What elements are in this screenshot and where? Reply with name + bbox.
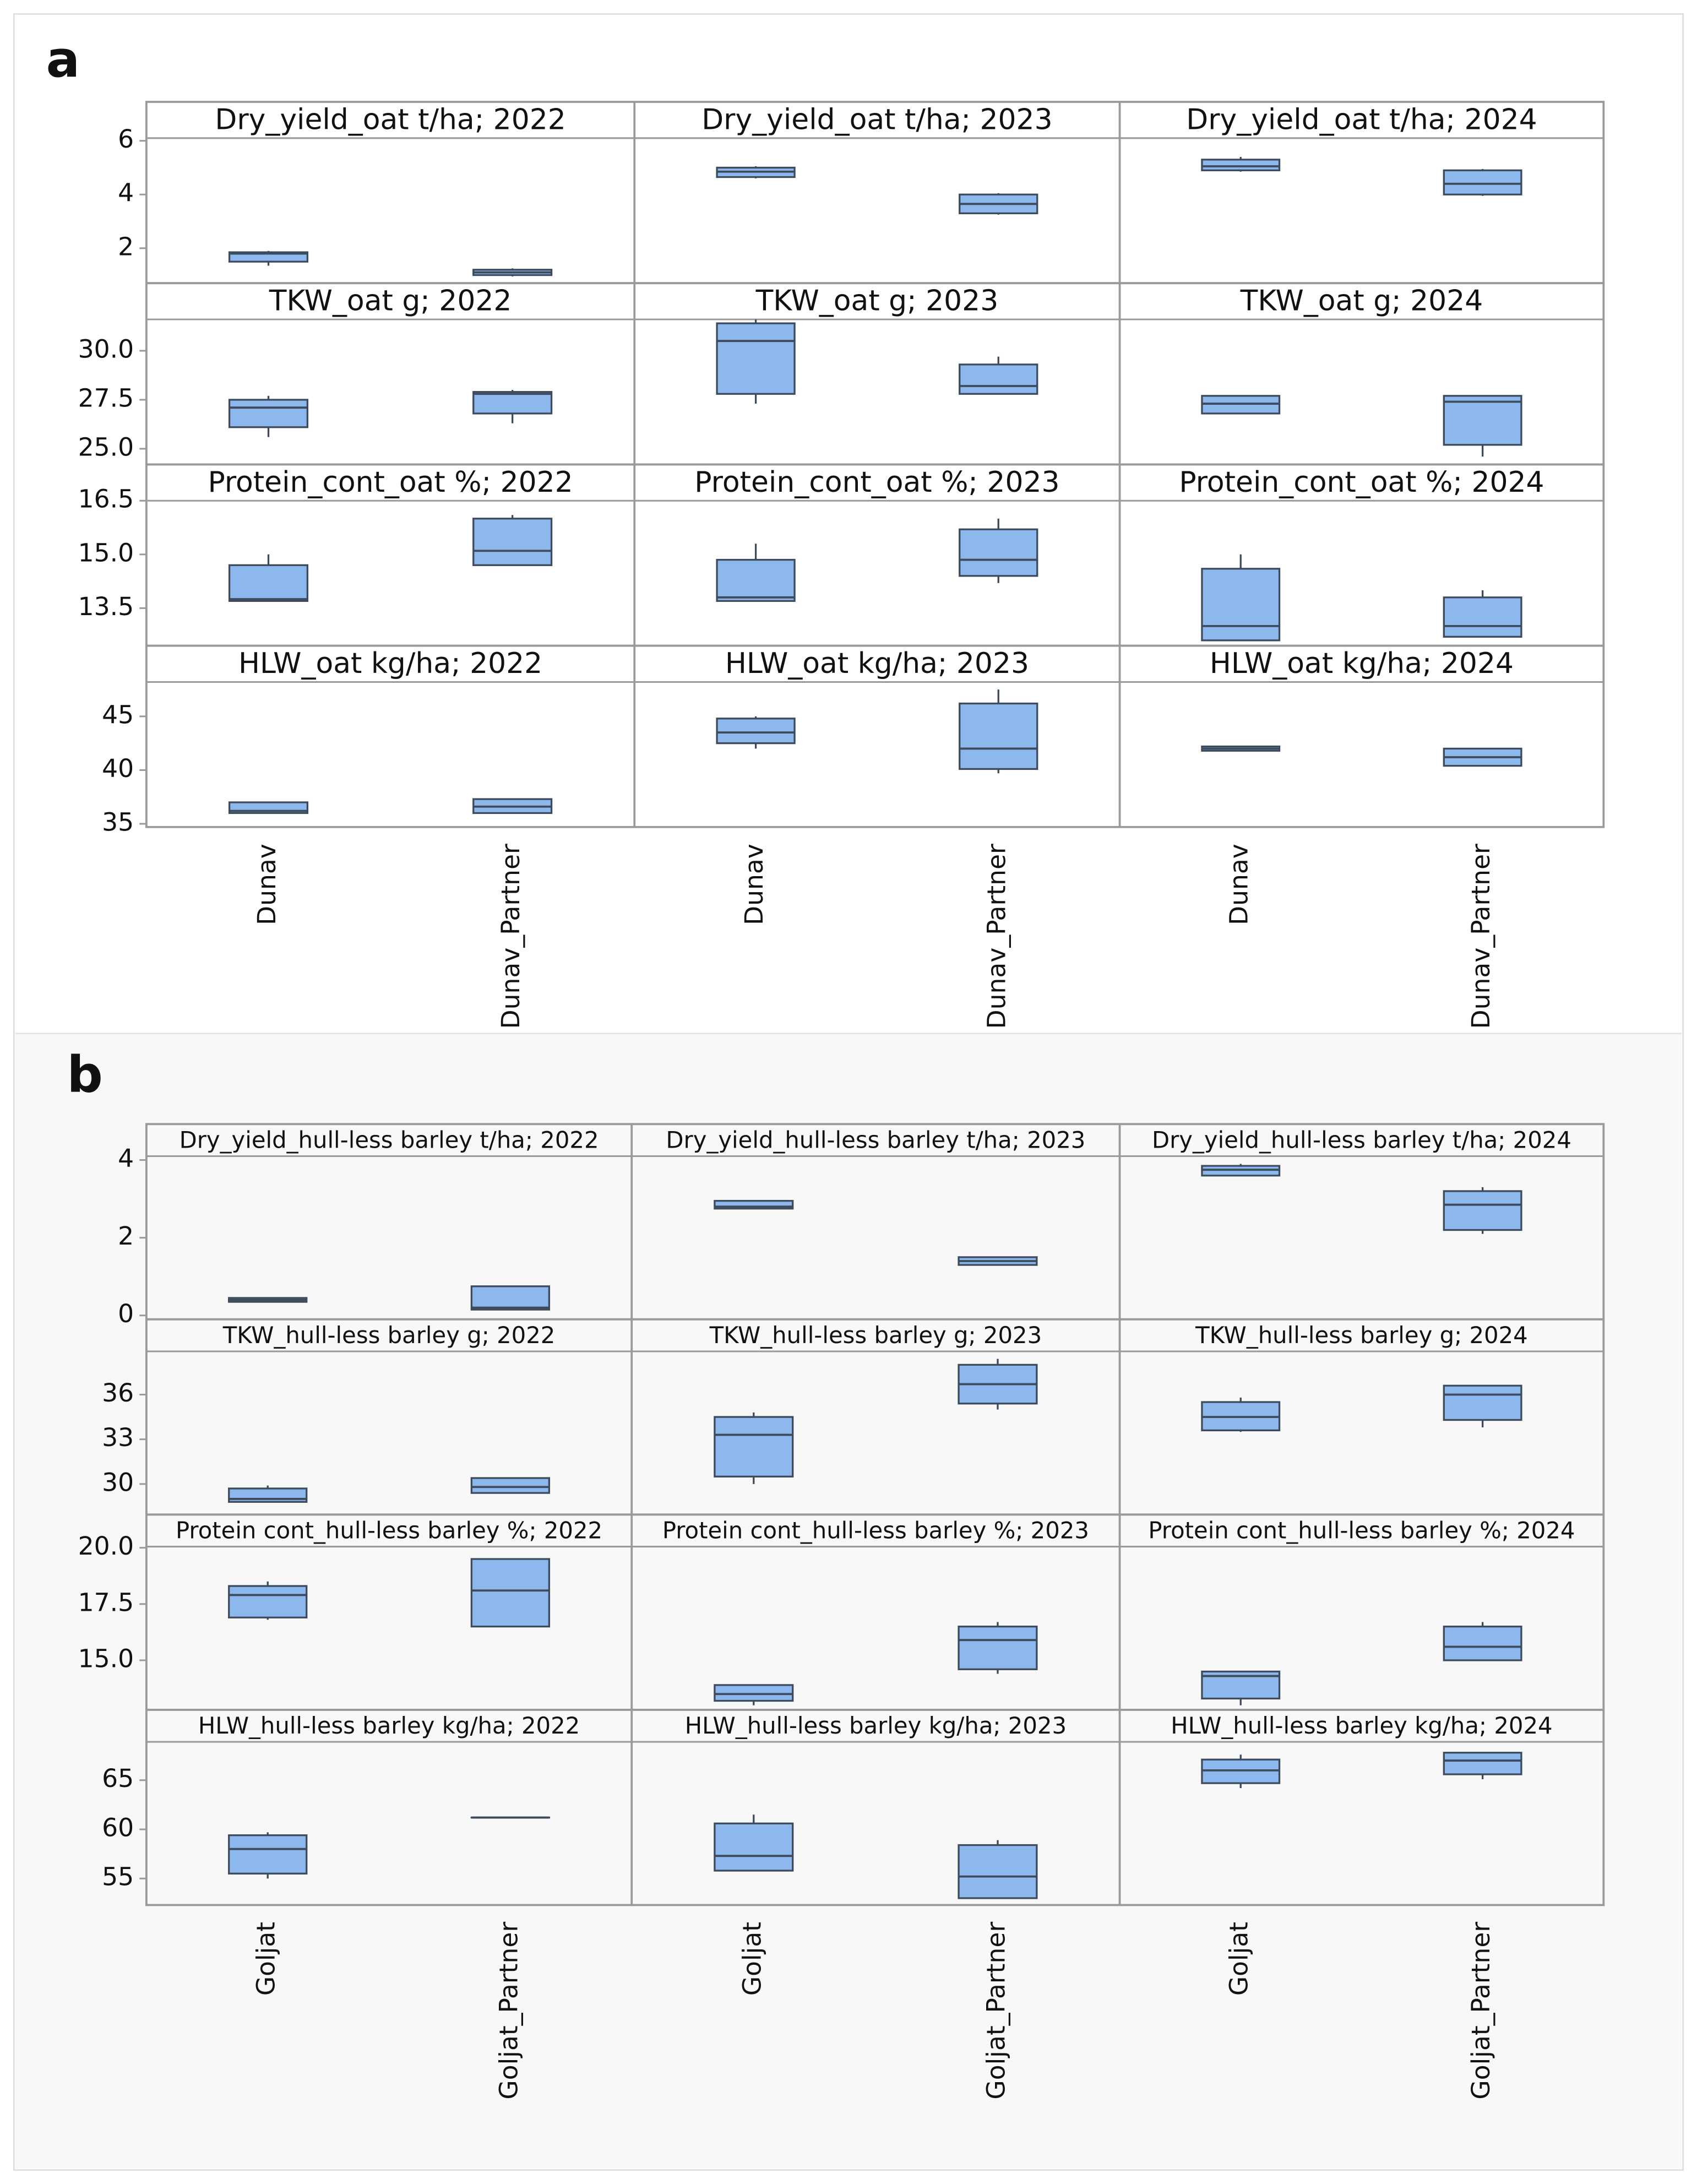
facet-title: HLW_oat kg/ha; 2023	[725, 647, 1029, 680]
facet-title: Dry_yield_oat t/ha; 2024	[1186, 103, 1537, 136]
box	[1201, 159, 1281, 171]
facet-title: Protein cont_hull-less barley %; 2023	[662, 1517, 1089, 1544]
x-tick-label: Goljat_Partner	[494, 1922, 523, 2100]
y-tick-label: 15.0	[78, 1644, 134, 1673]
x-tick-label: Goljat	[737, 1922, 766, 1996]
y-tick-label: 55	[102, 1862, 134, 1892]
x-tick-label: Dunav	[1225, 844, 1254, 925]
y-tick-label: 2	[118, 1221, 134, 1251]
x-tick-label: Dunav_Partner	[1466, 844, 1495, 1029]
y-tick-label: 6	[118, 124, 134, 154]
y-tick-label: 65	[102, 1764, 134, 1793]
facet-title: Protein_cont_oat %; 2024	[1179, 466, 1544, 499]
facet-title: TKW_hull-less barley g; 2024	[1195, 1322, 1528, 1349]
box	[1443, 1752, 1522, 1775]
facet-title: Dry_yield_oat t/ha; 2022	[215, 103, 565, 136]
x-tick-label: Dunav_Partner	[982, 844, 1011, 1029]
y-tick-label: 40	[102, 754, 134, 783]
box	[1443, 1384, 1522, 1421]
box	[714, 1684, 794, 1702]
y-tick-label: 25.0	[78, 432, 134, 461]
box	[472, 518, 553, 566]
box	[1443, 1626, 1522, 1661]
box	[470, 1558, 551, 1628]
box	[228, 399, 309, 428]
y-tick-label: 27.5	[78, 383, 134, 412]
facet-title: HLW_hull-less barley kg/ha; 2022	[198, 1712, 580, 1739]
box	[714, 1822, 794, 1872]
box	[958, 1844, 1038, 1899]
box	[958, 1626, 1038, 1670]
plot-frame	[145, 644, 1605, 828]
x-tick-label: Dunav_Partner	[496, 844, 525, 1029]
facet-title: Protein_cont_oat %; 2023	[694, 466, 1059, 499]
y-tick-label: 20.0	[78, 1531, 134, 1561]
y-tick-label: 60	[102, 1813, 134, 1842]
box	[470, 1477, 551, 1494]
facet-title: TKW_oat g; 2022	[269, 285, 512, 318]
facet-title: Protein_cont_oat %; 2022	[208, 466, 573, 499]
y-tick-label: 30.0	[78, 334, 134, 363]
y-tick-label: 16.5	[78, 485, 134, 514]
box	[1443, 596, 1522, 638]
y-tick-label: 35	[102, 807, 134, 836]
facet-title: TKW_oat g; 2024	[1240, 285, 1483, 318]
box	[1443, 169, 1522, 195]
box	[228, 564, 309, 602]
facet-title: Dry_yield_hull-less barley t/ha; 2022	[180, 1126, 599, 1153]
box	[228, 1834, 308, 1875]
y-tick-label: 2	[118, 232, 134, 261]
box	[470, 1285, 551, 1311]
box	[228, 1585, 308, 1618]
box	[1443, 395, 1522, 446]
plot-frame	[145, 1708, 1605, 1906]
facet-title: Protein cont_hull-less barley %; 2022	[176, 1517, 602, 1544]
x-tick-label: Goljat_Partner	[981, 1922, 1010, 2100]
panel-label: a	[46, 30, 80, 89]
facet-title: TKW_hull-less barley g; 2023	[709, 1322, 1042, 1349]
box	[959, 702, 1038, 770]
y-tick-label: 4	[118, 1144, 134, 1173]
box	[1201, 568, 1281, 642]
y-tick-label: 17.5	[78, 1588, 134, 1617]
y-tick-label: 15.0	[78, 538, 134, 567]
box	[1443, 1190, 1522, 1231]
facet-title: Dry_yield_oat t/ha; 2023	[701, 103, 1052, 136]
box	[716, 718, 796, 745]
box	[716, 322, 796, 395]
facet-title: Protein cont_hull-less barley %; 2024	[1148, 1517, 1575, 1544]
facet-title: HLW_hull-less barley kg/ha; 2024	[1171, 1712, 1552, 1739]
box	[959, 363, 1038, 395]
x-tick-label: Goljat	[1225, 1922, 1254, 1996]
facet-title: HLW_oat kg/ha; 2024	[1210, 647, 1514, 680]
facet-title: HLW_hull-less barley kg/ha; 2023	[685, 1712, 1067, 1739]
x-tick-label: Goljat	[252, 1922, 281, 1996]
y-tick-label: 33	[102, 1423, 134, 1452]
box	[716, 558, 796, 602]
facet-title: Dry_yield_hull-less barley t/ha; 2023	[666, 1126, 1085, 1153]
box	[472, 391, 553, 415]
facet-title: TKW_oat g; 2023	[755, 285, 999, 318]
y-tick-label: 13.5	[78, 592, 134, 621]
x-tick-label: Dunav	[739, 844, 769, 925]
panel-label: b	[67, 1046, 103, 1104]
x-tick-label: Goljat_Partner	[1466, 1922, 1495, 2100]
x-tick-label: Dunav	[252, 844, 281, 925]
facet-title: HLW_oat kg/ha; 2022	[238, 647, 542, 680]
y-tick-label: 30	[102, 1468, 134, 1497]
y-tick-label: 36	[102, 1378, 134, 1408]
facet-title: TKW_hull-less barley g; 2022	[222, 1322, 556, 1349]
box	[959, 528, 1038, 577]
y-tick-label: 45	[102, 700, 134, 729]
box	[714, 1416, 794, 1477]
y-tick-label: 4	[118, 178, 134, 208]
y-tick-label: 0	[118, 1299, 134, 1328]
facet-title: Dry_yield_hull-less barley t/ha; 2024	[1152, 1126, 1571, 1153]
